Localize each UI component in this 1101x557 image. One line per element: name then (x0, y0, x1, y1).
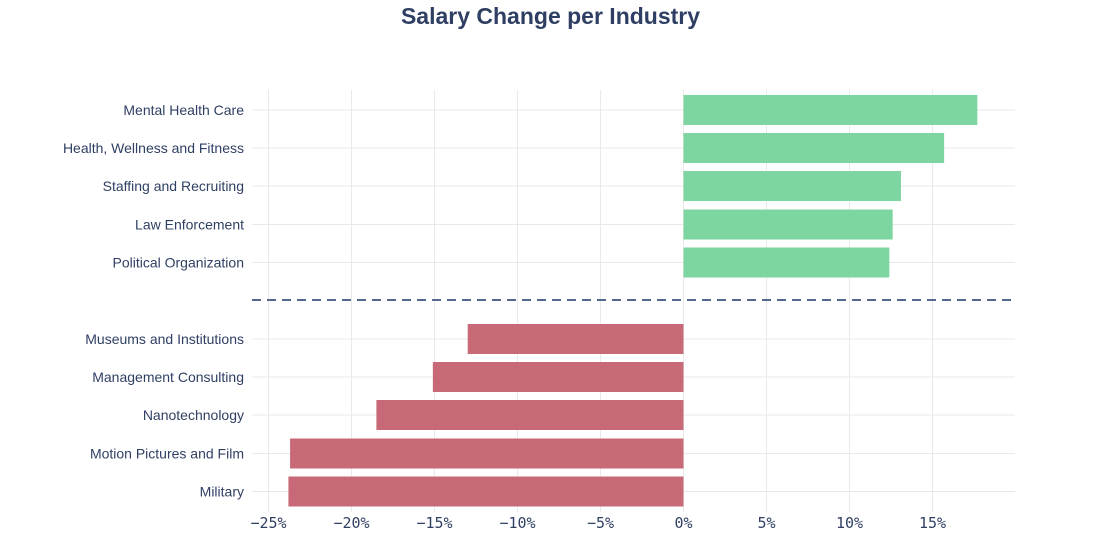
x-tick-label: −5% (587, 514, 614, 532)
bar (290, 438, 684, 469)
x-tick-label: 15% (919, 514, 946, 532)
x-tick-label: 0% (674, 514, 692, 532)
bar (683, 209, 893, 240)
category-label: Mental Health Care (123, 102, 244, 118)
category-label: Political Organization (112, 255, 244, 271)
bar (288, 476, 684, 507)
category-label: Staffing and Recruiting (103, 178, 244, 194)
x-tick-label: 5% (757, 514, 775, 532)
chart-title: Salary Change per Industry (400, 3, 701, 29)
bar (432, 362, 684, 392)
x-tick-label: −15% (416, 514, 452, 532)
bar (683, 171, 901, 201)
category-label: Military (200, 484, 244, 500)
label-layer: −25% −20% −15% −10% −5% 0% 5% 10% 15% Mental Heal… (63, 102, 946, 532)
bar (467, 324, 684, 354)
bar (376, 400, 684, 430)
x-tick-label: −10% (499, 514, 535, 532)
category-label: Management Consulting (92, 369, 244, 385)
category-label: Museums and Institutions (85, 331, 244, 347)
category-label: Law Enforcement (135, 217, 244, 233)
category-label: Nanotechnology (143, 407, 244, 423)
category-label: Health, Wellness and Fitness (63, 140, 244, 156)
x-tick-label: −25% (250, 514, 286, 532)
bar-layer (288, 95, 978, 507)
x-tick-label: −20% (333, 514, 369, 532)
category-label: Motion Pictures and Film (90, 446, 244, 462)
bar (683, 95, 978, 125)
x-tick-label: 10% (836, 514, 863, 532)
bar (683, 247, 890, 278)
bar (683, 133, 945, 163)
